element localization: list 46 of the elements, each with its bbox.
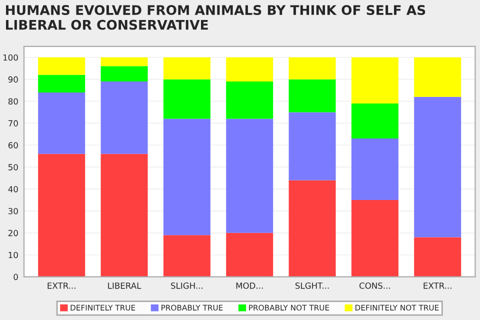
y-tick-label: 0: [14, 274, 18, 280]
bar: [100, 82, 148, 154]
bar: [351, 200, 398, 277]
bar: [38, 154, 86, 277]
chart-title: HUMANS EVOLVED FROM ANIMALS BY THINK OF SELF AS LIBERAL OR CONSERVATIVE: [6, 5, 426, 30]
x-tick-label: SLGHT...: [295, 282, 329, 289]
bar: [100, 66, 148, 82]
bar: [38, 92, 86, 154]
bar: [163, 235, 210, 277]
bar: [38, 57, 86, 75]
bar: [226, 82, 274, 119]
bar: [163, 118, 210, 236]
bar: [38, 74, 86, 92]
x-tick-label: EXTR...: [48, 282, 76, 289]
bar: [288, 112, 336, 180]
bar: [288, 79, 336, 112]
y-tick-label: 70: [8, 120, 18, 126]
bar: [351, 57, 398, 104]
bar: [351, 103, 398, 139]
y-tick-label: 40: [8, 186, 18, 192]
x-tick-label: SLIGH...: [171, 282, 202, 289]
y-tick-label: 30: [8, 208, 18, 214]
bar: [163, 79, 210, 119]
x-tick-label: CONS...: [359, 282, 390, 289]
bar: [163, 57, 210, 80]
bar: [226, 232, 274, 277]
y-tick-label: 90: [8, 76, 18, 83]
bar: [414, 57, 462, 97]
y-tick-label: 50: [8, 164, 18, 170]
y-tick-label: 20: [8, 230, 18, 236]
bar: [226, 118, 274, 233]
bar: [414, 237, 462, 277]
y-tick-label: 100: [3, 54, 18, 61]
bar: [100, 57, 148, 66]
bar: [100, 154, 148, 277]
y-tick-label: 10: [8, 252, 18, 258]
y-tick-label: 60: [8, 142, 18, 148]
y-tick-label: 80: [8, 98, 18, 105]
bar: [288, 57, 336, 80]
x-tick-label: LIBERAL: [108, 282, 142, 289]
bar: [226, 57, 274, 82]
bar: [414, 96, 462, 238]
bar: [288, 180, 336, 277]
bar: [351, 138, 398, 200]
x-tick-label: EXTR...: [424, 282, 452, 289]
x-tick-label: MOD...: [236, 282, 263, 289]
